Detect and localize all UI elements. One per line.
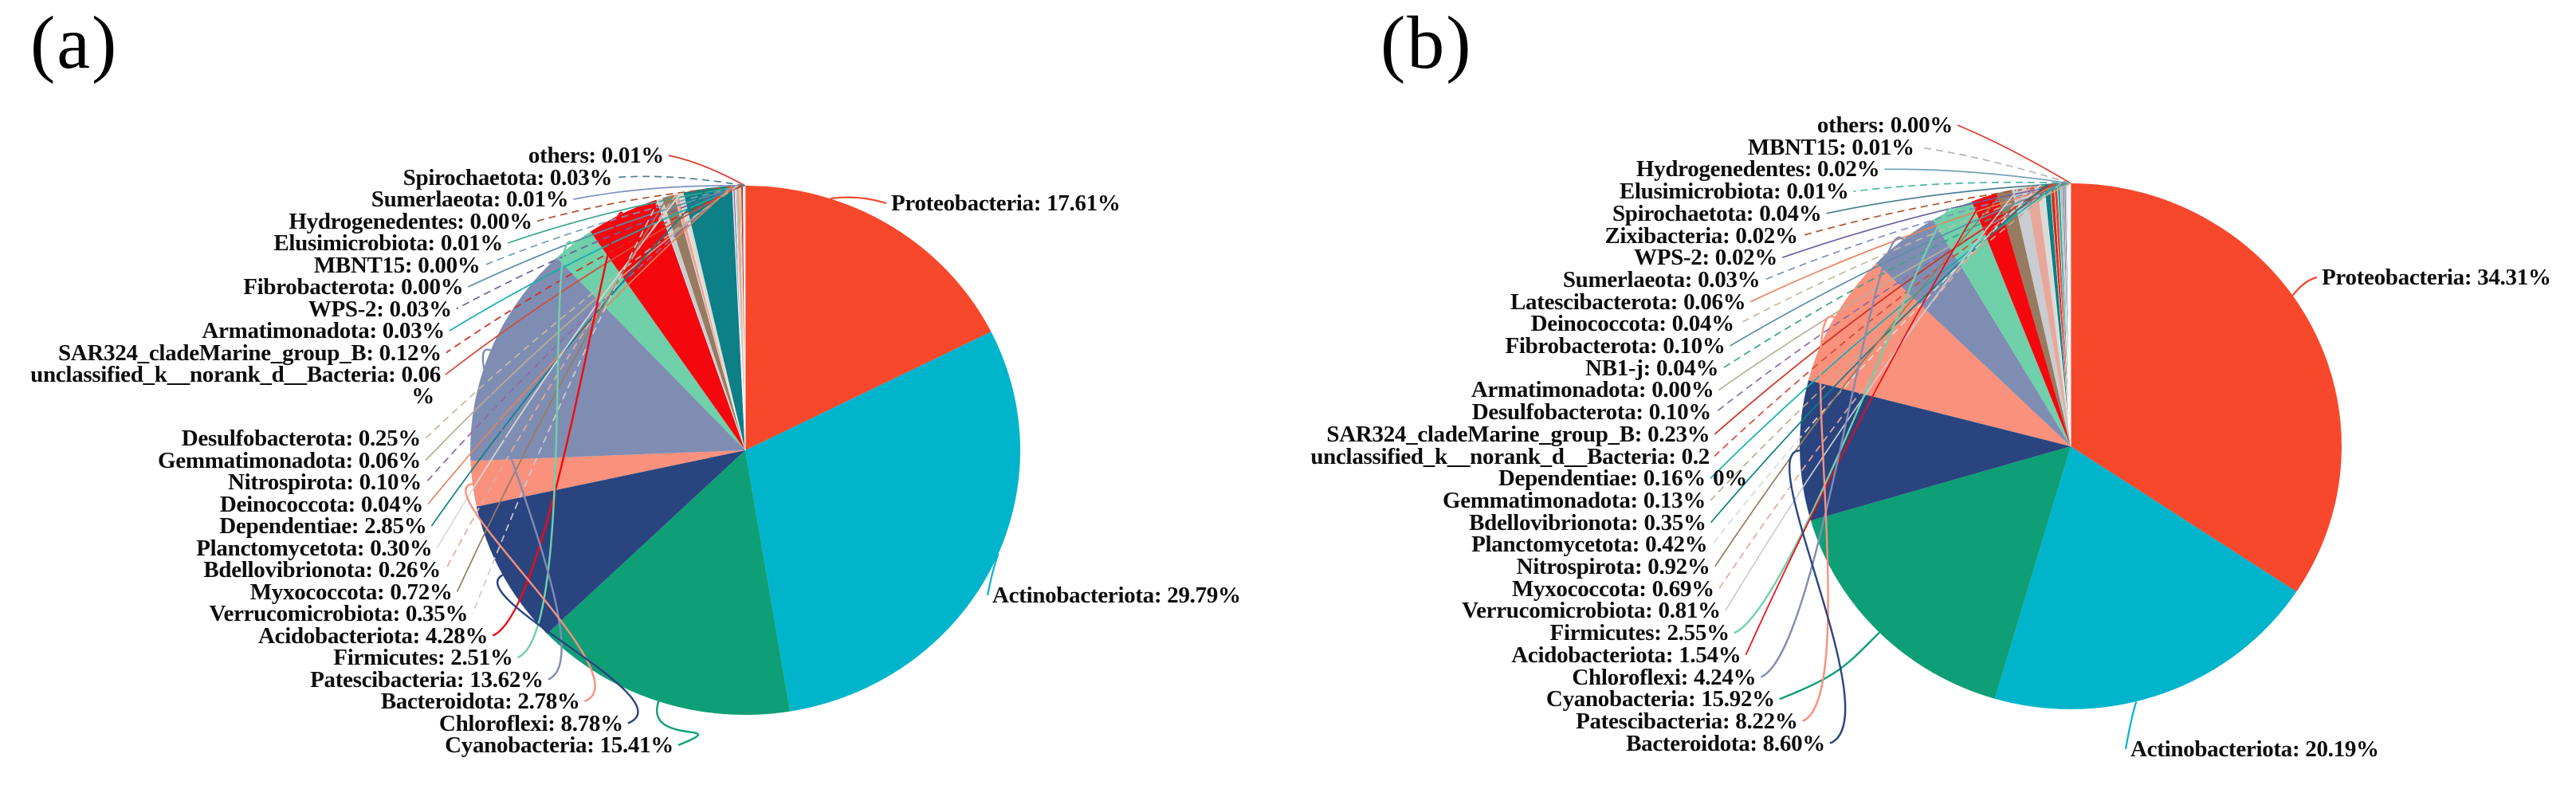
leader-line-Cyanobacteria [656,701,700,747]
leader-line-Hydrogenedentes [536,185,744,222]
leader-line-Patescibacteria [481,348,563,681]
leader-line-Sumerlaeota [1765,183,2070,281]
pie-slice-Nitrospirota [1997,189,2071,446]
leader-line-SAR324_cladeMarine_group_B [446,185,743,354]
leader-line-Fibrobacterota [1730,183,2066,347]
leader-line-Armatimonadota [449,185,744,332]
leader-line-Acidobacteriota [492,211,623,637]
leader-line-Nitrospirota [1714,190,2005,567]
leader-line-WPS-2 [1781,183,2071,259]
pie-slice-Dependentiae [683,186,745,450]
leader-line-WPS-2 [456,185,744,310]
leader-line-Spirochaetota [1826,183,2069,214]
pie-slice-Patescibacteria [470,257,745,461]
pie-slice-Firmicutes [1933,201,2071,446]
leader-line-Nitrospirota [426,185,735,483]
leader-line-Myxococcota [1718,185,2032,590]
leader-line-Elusimicrobiota [507,185,744,244]
leader-line-others [1957,124,2071,184]
leader-line-Verrucomicrobiota [472,198,661,614]
leader-line-Zixibacteria [1802,183,2070,237]
leader-line-Firmicutes [1734,207,1954,634]
leader-line-Hydrogenedentes [1884,168,2071,184]
leader-line-Gemmatimonadota [1710,183,2062,501]
leader-line-Cyanobacteria [1779,631,1880,701]
leader-line-Dependentiae [1710,183,2060,479]
pie-slice-Firmicutes [556,231,745,450]
leader-line-Sumerlaeota [573,185,745,200]
pie-slice-Verrucomicrobiota [2012,186,2071,446]
leader-line-Chloroflexi [496,574,639,724]
leader-line-Gemmatimonadota [425,185,736,461]
leader-line-Bacteroidota [1789,449,1847,744]
leader-line-Desulfobacterota [1715,183,2064,413]
leader-line-Actinobacteriota [986,553,999,596]
leader-line-others [668,155,746,186]
pie-slice-Acidobacteriota [1972,193,2071,446]
leader-line-SAR324_cladeMarine_group_B [1714,183,2053,435]
pie-slice-Proteobacteria [745,186,992,450]
leader-line-Desulfobacterota [425,185,739,439]
pie-slice-Chloroflexi [1876,219,2071,446]
leader-line-Proteobacteria [830,196,887,205]
leader-line-unclassified_k__norank_d__Bacteria [445,185,741,375]
pie-slice-Bacteroidota [470,450,745,507]
pie-slice-Myxococcota [2025,185,2071,446]
leader-line-NB1-j [1722,183,2067,369]
pie-slice-Chloroflexi [476,450,745,634]
leader-line-Patescibacteria [1802,315,1836,723]
leader-line-MBNT15 [485,185,744,266]
pie-slice-Actinobacteriota [745,332,1021,712]
leader-line-Planctomycetota [1711,184,2041,545]
pie-slice-Actinobacteriota [1994,446,2297,709]
leader-line-Spirochaetota [617,175,745,186]
pie-slice-Bacteroidota [1800,380,2071,521]
leader-line-Bdellovibrionota [445,194,677,571]
pie-slice-Myxococcota [662,194,745,451]
leader-line-Chloroflexi [1760,236,1904,678]
pie-slice-Cyanobacteria [1810,446,2071,699]
panel-a-title: (a) [30,2,119,84]
leader-line-Bacteroidota [465,483,596,703]
leader-line-Bdellovibrionota [1710,183,2048,524]
leader-line-Actinobacteriota [2124,701,2138,750]
leader-line-MBNT15 [1918,146,2071,184]
leader-line-Fibrobacterota [467,185,744,288]
pie-slice-Planctomycetota [2036,184,2071,446]
pie-slice-Patescibacteria [1808,263,2071,446]
leader-line-Planctomycetota [436,192,682,548]
leader-line-Acidobacteriota [1745,196,1985,656]
leader-line-Elusimicrobiota [1853,181,2071,192]
panel-b-title: (b) [1380,2,1473,84]
pie-slice-Cyanobacteria [547,450,791,716]
pie-slice-Proteobacteria [2071,183,2342,592]
leader-line-Proteobacteria [2291,276,2318,296]
